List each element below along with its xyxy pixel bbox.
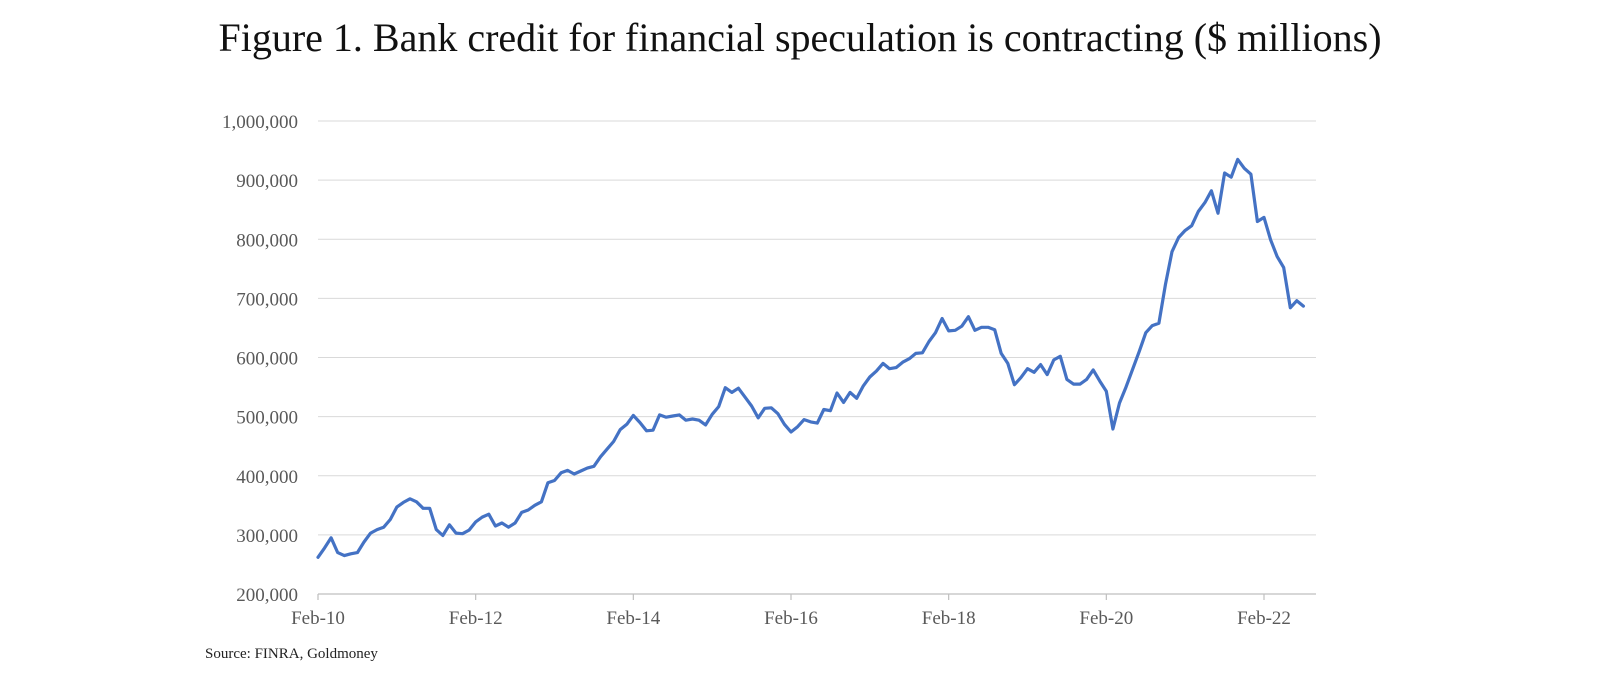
x-tick-label: Feb-22 [1237, 608, 1291, 629]
y-tick-label: 500,000 [236, 408, 298, 429]
x-axis [317, 593, 1316, 600]
chart-title: Figure 1. Bank credit for financial spec… [218, 15, 1382, 60]
y-axis-tick-labels: 200,000 300,000 400,000 500,000 600,000 700,0… [222, 112, 298, 606]
y-tick-label: 400,000 [236, 467, 298, 488]
x-tick-label: Feb-16 [764, 608, 818, 629]
series-line [316, 157, 1306, 559]
x-axis-tick-labels: Feb-10 Feb-12 Feb-14 Feb-16 Feb-18 Feb-20 Feb-… [291, 608, 1291, 629]
x-tick-label: Feb-20 [1079, 608, 1133, 629]
y-tick-label: 700,000 [236, 289, 298, 310]
y-tick-label: 900,000 [236, 171, 298, 192]
x-tick-label: Feb-18 [922, 608, 976, 629]
y-tick-label: 600,000 [236, 349, 298, 370]
source-note: Source: FINRA, Goldmoney [205, 646, 378, 662]
y-tick-label: 1,000,000 [222, 112, 298, 133]
y-tick-label: 300,000 [236, 526, 298, 547]
series-layer [316, 157, 1306, 559]
x-tick-label: Feb-12 [449, 608, 503, 629]
x-tick-label: Feb-10 [291, 608, 345, 629]
gridlines [318, 120, 1316, 536]
y-tick-label: 200,000 [236, 585, 298, 606]
x-tick-label: Feb-14 [606, 608, 660, 629]
y-tick-label: 800,000 [236, 230, 298, 251]
